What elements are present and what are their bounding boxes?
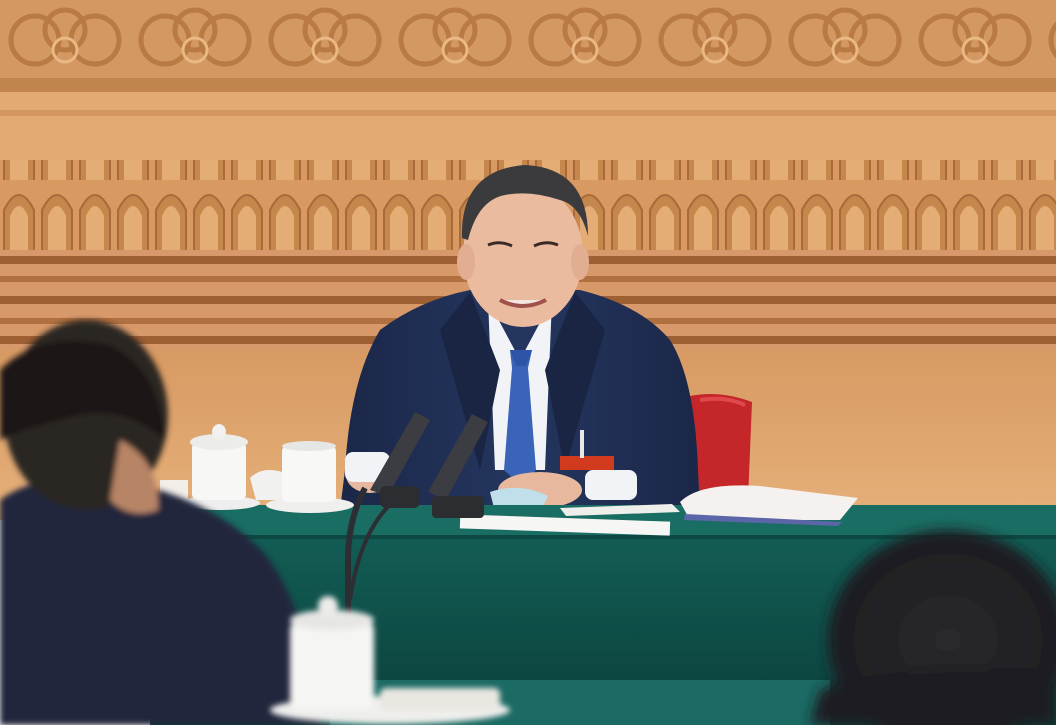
papers <box>160 480 858 536</box>
blue-tie <box>504 350 536 485</box>
speaker <box>340 165 700 514</box>
foreground-tea-cup <box>270 596 510 724</box>
carved-frieze <box>0 0 1056 92</box>
white-mug <box>250 441 354 513</box>
wood-band <box>0 92 1056 162</box>
foreground-person-left <box>0 320 320 725</box>
foreground-person-right <box>810 530 1056 725</box>
red-badge <box>560 456 614 470</box>
red-chair <box>690 394 752 500</box>
microphones <box>345 412 488 620</box>
